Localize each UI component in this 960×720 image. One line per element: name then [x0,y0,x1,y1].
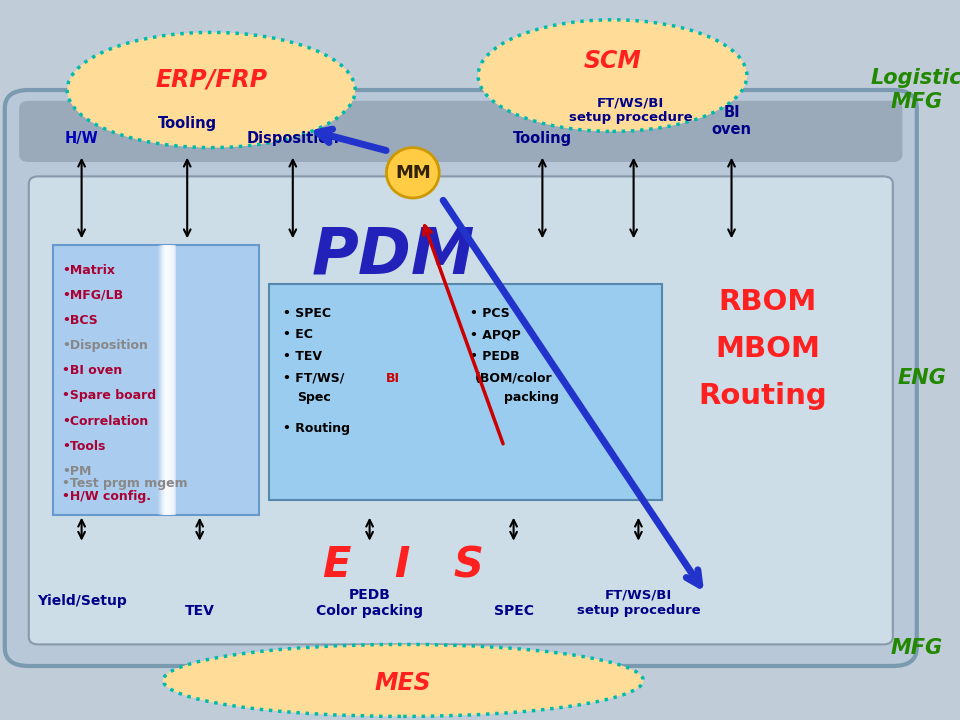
Text: (BOM/color: (BOM/color [475,372,553,384]
Text: •Spare board: •Spare board [62,390,156,402]
FancyBboxPatch shape [165,245,176,515]
Text: •Tools: •Tools [62,440,106,453]
FancyBboxPatch shape [162,245,173,515]
FancyBboxPatch shape [53,245,259,515]
Text: BI: BI [386,372,400,384]
Ellipse shape [67,32,355,148]
Text: MM: MM [395,163,431,181]
FancyBboxPatch shape [159,245,169,515]
Text: MFG: MFG [891,638,943,658]
Text: • TEV: • TEV [283,350,323,363]
Text: • PCS: • PCS [470,307,510,320]
Text: FT/WS/BI
setup procedure: FT/WS/BI setup procedure [569,96,692,124]
Text: • PEDB: • PEDB [470,350,520,363]
Text: •Test prgm mgem: •Test prgm mgem [62,477,188,490]
Text: PDM: PDM [312,225,475,287]
Text: Tooling: Tooling [513,131,572,145]
Text: FT/WS/BI
setup procedure: FT/WS/BI setup procedure [577,589,700,616]
Text: •H/W config.: •H/W config. [62,490,152,503]
Text: •PM: •PM [62,465,92,478]
Text: Yield/Setup: Yield/Setup [36,594,127,608]
Text: PEDB
Color packing: PEDB Color packing [316,588,423,618]
Text: •Matrix: •Matrix [62,264,115,276]
Text: •Disposition: •Disposition [62,339,148,352]
Text: •BCS: •BCS [62,314,98,327]
FancyBboxPatch shape [164,245,175,515]
FancyBboxPatch shape [163,245,174,515]
Text: BI
oven: BI oven [711,104,752,138]
Text: Disposition: Disposition [247,131,339,145]
Text: •BI oven: •BI oven [62,364,123,377]
Text: • EC: • EC [283,328,313,341]
FancyBboxPatch shape [161,245,172,515]
FancyBboxPatch shape [19,101,902,162]
FancyBboxPatch shape [160,245,171,515]
Text: packing: packing [504,391,559,404]
FancyBboxPatch shape [269,284,662,500]
Text: E   I   S: E I S [323,544,484,586]
Text: •MFG/LB: •MFG/LB [62,289,124,302]
Text: TEV: TEV [184,603,215,618]
Text: SCM: SCM [584,49,641,73]
FancyBboxPatch shape [158,245,168,515]
Text: • APQP: • APQP [470,328,521,341]
Text: Tooling: Tooling [157,117,217,131]
Text: ENG: ENG [898,368,946,388]
Text: RBOM: RBOM [719,289,817,316]
Text: ERP/FRP: ERP/FRP [156,67,267,91]
Text: Logistic
MFG: Logistic MFG [871,68,960,112]
Ellipse shape [163,644,643,716]
Text: Spec: Spec [298,391,331,404]
Ellipse shape [386,148,439,198]
Text: • FT/WS/: • FT/WS/ [283,372,345,384]
FancyBboxPatch shape [5,90,917,666]
Text: • SPEC: • SPEC [283,307,331,320]
Text: MBOM: MBOM [715,336,821,363]
Text: •Correlation: •Correlation [62,415,149,428]
Text: • Routing: • Routing [283,422,350,435]
Text: MES: MES [375,670,431,695]
Ellipse shape [478,20,747,131]
Text: Routing: Routing [699,382,828,410]
Text: H/W: H/W [64,131,99,145]
Text: SPEC: SPEC [493,603,534,618]
FancyBboxPatch shape [157,245,167,515]
FancyBboxPatch shape [29,176,893,644]
